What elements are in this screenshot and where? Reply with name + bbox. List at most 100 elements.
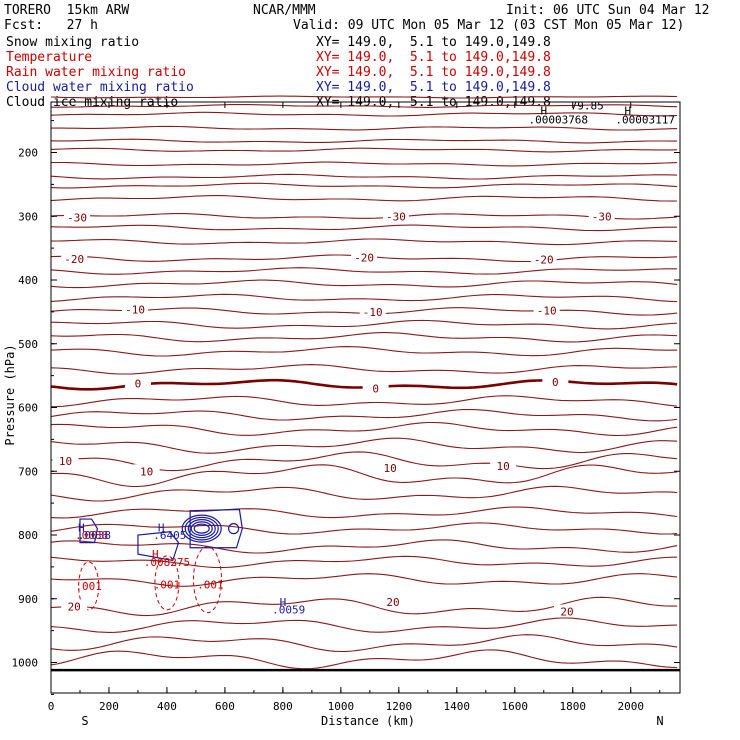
temperature-contour-label: 10 bbox=[384, 462, 397, 475]
temperature-contour-line bbox=[50, 437, 678, 454]
legend-xy-temperature: XY= 149.0, 5.1 to 149.0,149.8 bbox=[316, 50, 551, 65]
cloud-water-contours bbox=[79, 508, 243, 562]
y-tick-label: 900 bbox=[18, 593, 38, 606]
label-mask bbox=[533, 303, 560, 317]
y-axis-label: Pressure (hPa) bbox=[3, 344, 17, 445]
label-mask bbox=[377, 461, 404, 475]
temperature-contour-line bbox=[50, 421, 678, 437]
label-mask bbox=[351, 250, 378, 264]
temperature-contour-line bbox=[50, 573, 678, 587]
temperature-contour-label: 10 bbox=[140, 465, 153, 478]
temperature-contour-line bbox=[50, 95, 678, 99]
label-mask bbox=[61, 599, 88, 613]
temperature-contour-line bbox=[51, 161, 678, 167]
temperature-contour-label: 20 bbox=[560, 606, 573, 619]
org-label: NCAR/MMM bbox=[253, 3, 316, 18]
top-label: 79.85 bbox=[571, 99, 604, 112]
temperature-contour-line bbox=[50, 522, 678, 535]
valid-time: Valid: 09 UTC Mon 05 Mar 12 (03 CST Mon … bbox=[293, 18, 685, 33]
x-tick-label: 1600 bbox=[502, 700, 529, 713]
temperature-contour-line bbox=[50, 293, 678, 303]
temperature-contour-line bbox=[51, 125, 678, 131]
temperature-contour-line bbox=[50, 506, 678, 519]
y-tick-label: 800 bbox=[18, 529, 38, 542]
label-mask bbox=[52, 454, 79, 468]
temperature-contour-line bbox=[50, 649, 678, 670]
legend-xy-rain: XY= 149.0, 5.1 to 149.0,149.8 bbox=[316, 65, 551, 80]
cloud-water-contour bbox=[189, 508, 243, 549]
cloud-water-label: H bbox=[280, 596, 287, 609]
label-mask bbox=[530, 252, 557, 266]
label-mask bbox=[362, 381, 389, 395]
temperature-contour-line bbox=[50, 539, 678, 554]
temperature-contour-line bbox=[50, 332, 678, 343]
temperature-contour-line bbox=[50, 224, 678, 232]
temperature-contour-line bbox=[50, 395, 678, 408]
forecast-hour: Fcst: 27 h bbox=[4, 18, 98, 33]
x-tick-label: 1400 bbox=[444, 700, 471, 713]
cloud-water-contour bbox=[181, 514, 222, 543]
top-label: .00003117 bbox=[615, 113, 675, 126]
label-mask bbox=[359, 304, 386, 318]
temperature-contour-label: 0 bbox=[552, 376, 559, 389]
cloud-water-contour bbox=[184, 516, 219, 541]
cloud-water-label: .0038 bbox=[78, 529, 111, 542]
south-label: S bbox=[81, 714, 88, 728]
legend-xy-cloud-water: XY= 149.0, 5.1 to 149.0,149.8 bbox=[316, 80, 551, 95]
label-mask bbox=[122, 302, 149, 316]
y-tick-label: 200 bbox=[18, 147, 38, 160]
cloud-water-contour bbox=[79, 518, 99, 544]
temperature-contour-label: -10 bbox=[125, 303, 145, 316]
y-tick-label: 400 bbox=[18, 274, 38, 287]
plot-border bbox=[50, 101, 681, 694]
init-time: Init: 06 UTC Sun 04 Mar 12 bbox=[506, 3, 710, 18]
y-tick-label: 600 bbox=[18, 402, 38, 415]
temperature-contour-line bbox=[50, 319, 678, 330]
x-tick-label: 0 bbox=[48, 700, 55, 713]
rain-label: H bbox=[152, 548, 159, 561]
temperature-contour-label: -20 bbox=[64, 253, 84, 266]
temperature-contour-line bbox=[50, 138, 678, 144]
temperature-contour-label: -30 bbox=[67, 212, 87, 225]
label-mask bbox=[382, 209, 409, 223]
temperature-contour-line bbox=[50, 346, 678, 357]
cloud-water-contour bbox=[228, 523, 240, 535]
x-tick-label: 1000 bbox=[328, 700, 355, 713]
label-mask bbox=[542, 375, 569, 388]
x-tick-label: 400 bbox=[157, 700, 177, 713]
rain-label: .001 bbox=[197, 579, 224, 592]
temperature-contour-label: 20 bbox=[386, 596, 399, 609]
y-tick-label: 300 bbox=[18, 210, 38, 223]
label-mask bbox=[64, 210, 91, 224]
temperature-contour-line bbox=[50, 195, 678, 202]
x-tick-label: 800 bbox=[273, 700, 293, 713]
cloud-water-contour bbox=[190, 521, 213, 536]
rain-label: .001 bbox=[75, 580, 102, 593]
temperature-contour-label: -20 bbox=[534, 254, 554, 267]
temperature-contour-label: 0 bbox=[372, 382, 379, 395]
temperature-contour-label: 10 bbox=[497, 460, 510, 473]
x-tick-label: 1200 bbox=[386, 700, 413, 713]
temperature-contour-line bbox=[50, 364, 678, 375]
y-tick-label: 1000 bbox=[12, 657, 39, 670]
temperature-contour-line bbox=[50, 267, 678, 275]
x-tick-label: 2000 bbox=[617, 700, 644, 713]
legend-rain: Rain water mixing ratio bbox=[6, 65, 187, 80]
temperature-contour-label: 0 bbox=[135, 377, 142, 390]
rain-label: H bbox=[78, 521, 85, 534]
label-mask bbox=[133, 464, 160, 478]
temperature-contour-line bbox=[50, 485, 678, 502]
cloud-water-label: H bbox=[78, 521, 85, 534]
temperature-contour-line bbox=[50, 596, 678, 617]
temperature-contour-line bbox=[50, 213, 678, 220]
temperature-contour-line bbox=[50, 173, 678, 180]
rain-contour bbox=[193, 546, 223, 614]
top-label: .00003768 bbox=[528, 113, 588, 126]
legend-temperature: Temperature bbox=[6, 50, 93, 65]
temperature-contour-label: -30 bbox=[386, 210, 406, 223]
top-label: H bbox=[625, 104, 632, 117]
axis-ticks: 0 200 400 600 800 1000 1200 1400 1600 1800 2000200… bbox=[12, 102, 680, 713]
temperature-contour-line bbox=[50, 408, 678, 422]
temperature-contour-line bbox=[50, 617, 678, 633]
x-axis-label: Distance (km) bbox=[321, 714, 415, 728]
